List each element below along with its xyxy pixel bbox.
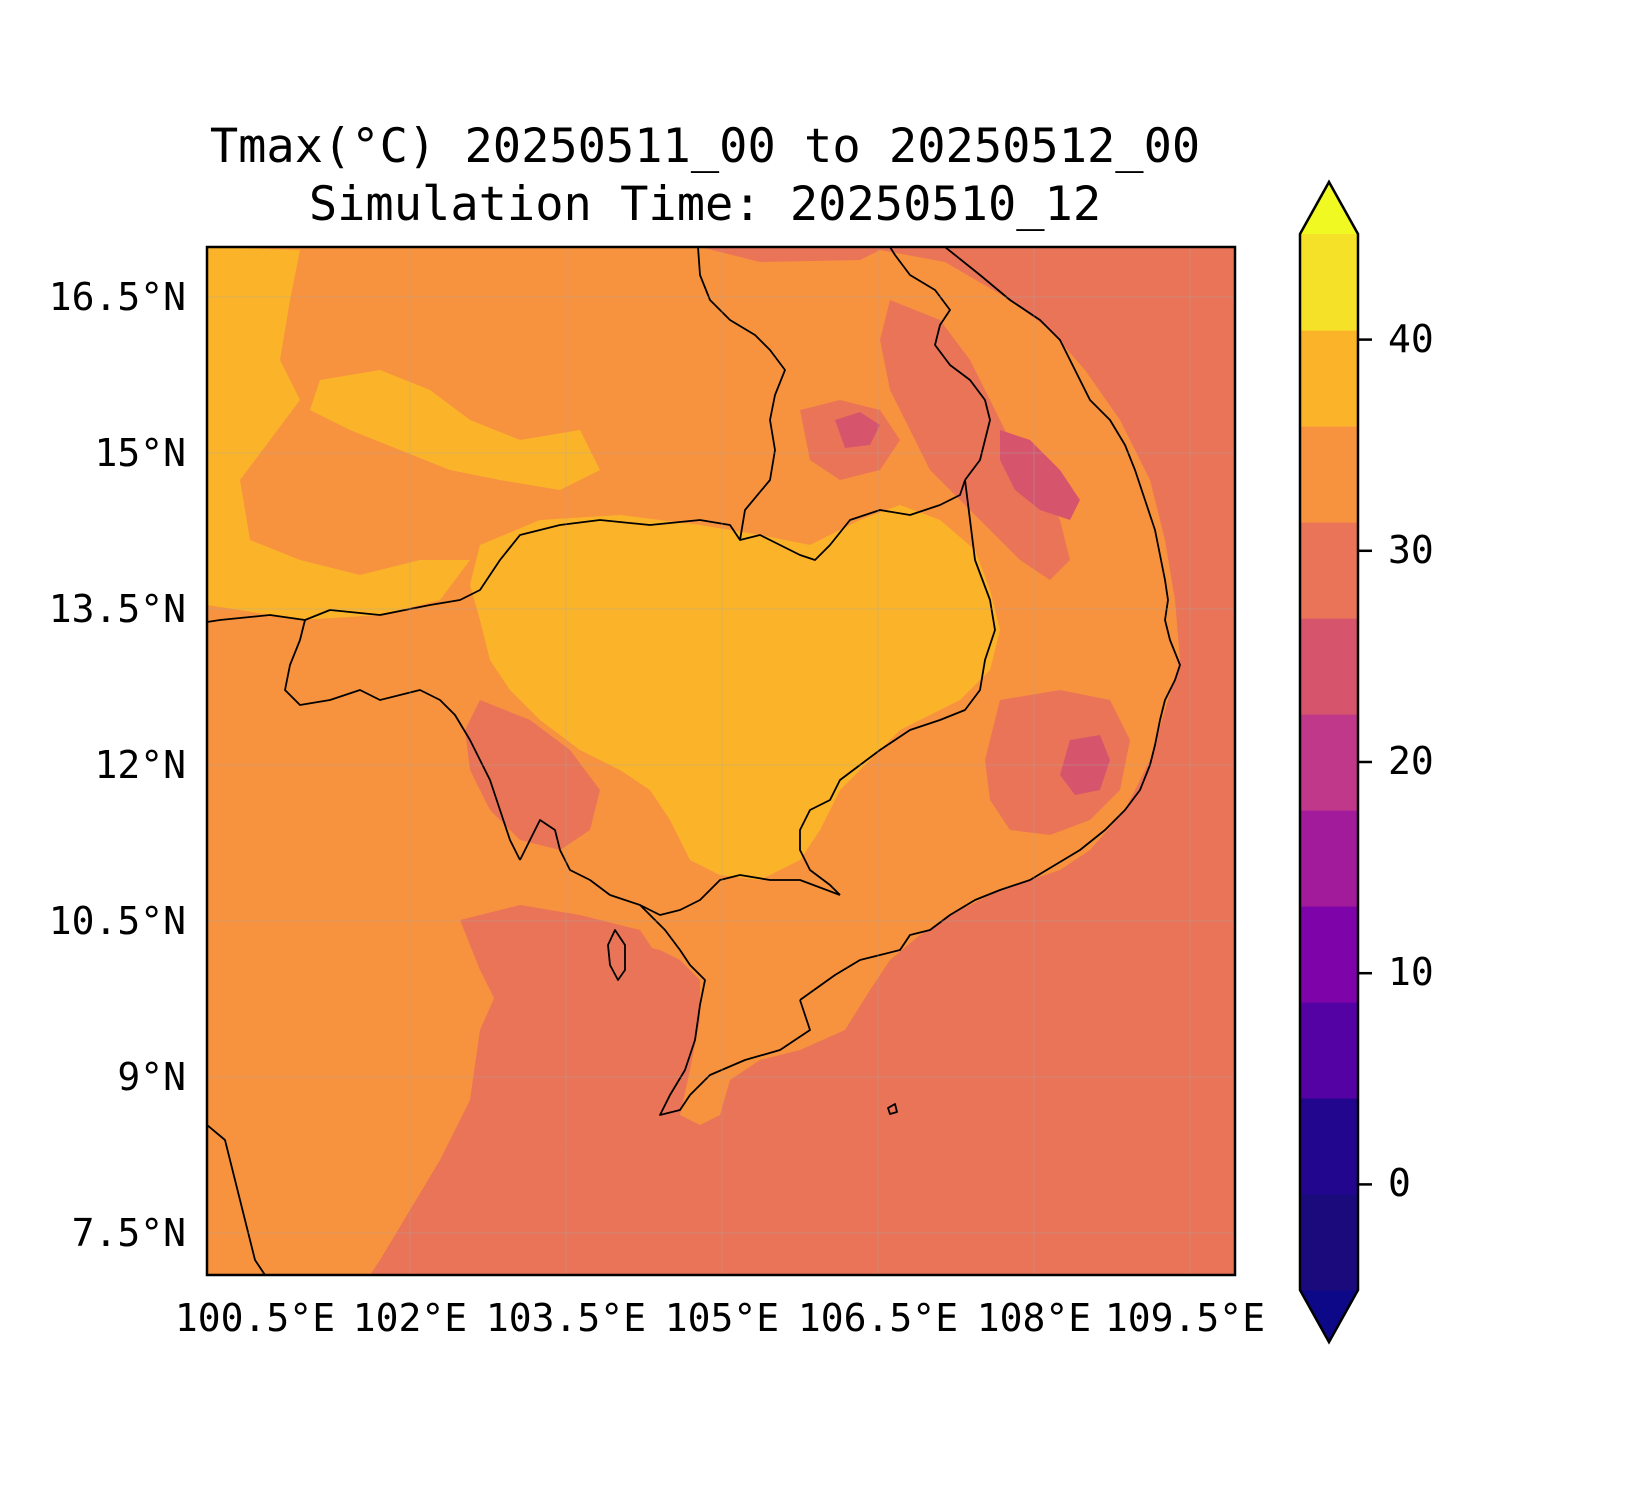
- lat-tick-label: 13.5°N: [49, 587, 186, 631]
- lat-tick-labels: 16.5°N 15°N 13.5°N 12°N 10.5°N 9°N 7.5°N: [49, 275, 186, 1255]
- cool-patch-west-range: [465, 700, 600, 850]
- lon-tick-label: 105°E: [665, 1296, 779, 1340]
- lon-tick-label: 103.5°E: [486, 1296, 646, 1340]
- map-frame: [205, 245, 1237, 1277]
- cool-patch-annamite-north: [880, 300, 1070, 580]
- colorbar-segment: [1300, 1194, 1358, 1291]
- border-cambodia-vietnam-south: [639, 874, 841, 916]
- chart-subtitle: Simulation Time: 20250510_12: [309, 177, 1101, 232]
- colorbar-outline: [1298, 179, 1360, 1345]
- chart-title: Tmax(°C) 20250511_00 to 20250512_00: [210, 119, 1200, 174]
- colorbar-segment: [1300, 618, 1358, 715]
- colorbar-segment: [1300, 522, 1358, 619]
- colorbar-segment: [1300, 810, 1358, 907]
- colorbar-segment: [1300, 1002, 1358, 1099]
- cold-patch-north: [1000, 430, 1080, 520]
- warm-field-central-plain: [470, 505, 1000, 880]
- colorbar-extend-high: [1300, 182, 1358, 234]
- colorbar: [1298, 179, 1372, 1345]
- lat-tick-label: 15°N: [94, 431, 186, 475]
- island-con-dao: [887, 1103, 898, 1115]
- colorbar-tick-labels: 0 10 20 30 40: [1388, 317, 1434, 1205]
- lat-tick-label: 16.5°N: [49, 275, 186, 319]
- island-phu-quoc: [607, 929, 626, 981]
- cool-patch-plateau-south: [985, 690, 1130, 835]
- colorbar-tick-label: 20: [1388, 739, 1434, 783]
- lat-tick-label: 12°N: [94, 743, 186, 787]
- colorbar-extend-low: [1300, 1290, 1358, 1342]
- warm-field-north-patch: [310, 370, 600, 490]
- colorbar-segment: [1300, 906, 1358, 1003]
- border-thailand-cambodia: [207, 479, 966, 623]
- lon-tick-label: 109.5°E: [1105, 1296, 1265, 1340]
- colorbar-tick-label: 10: [1388, 950, 1434, 994]
- colorbar-tick-label: 0: [1388, 1161, 1411, 1205]
- land-field-gulf-edge: [420, 905, 680, 1275]
- coastline-mekong-delta: [519, 819, 811, 1116]
- colorbar-segment: [1300, 234, 1358, 331]
- colorbar-segment: [1300, 1098, 1358, 1195]
- border-laos-vietnam: [889, 247, 991, 481]
- coastline-vietnam-east: [799, 247, 1181, 1001]
- graticule: [207, 247, 1235, 1275]
- lat-tick-label: 9°N: [117, 1055, 186, 1099]
- coastline-malay-peninsula: [207, 1124, 266, 1275]
- lat-tick-label: 10.5°N: [49, 899, 186, 943]
- map-panel: [207, 247, 1235, 1275]
- cold-patch-south: [1060, 735, 1110, 795]
- lat-tick-label: 7.5°N: [72, 1211, 186, 1255]
- lon-tick-label: 106.5°E: [798, 1296, 958, 1340]
- lon-tick-label: 102°E: [353, 1296, 467, 1340]
- colorbar-tick-label: 40: [1388, 317, 1434, 361]
- colorbar-segment: [1300, 714, 1358, 811]
- lon-tick-label: 100.5°E: [175, 1296, 335, 1340]
- cold-patch-east: [835, 412, 880, 448]
- lon-tick-labels: 100.5°E 102°E 103.5°E 105°E 106.5°E 108°…: [175, 1296, 1265, 1340]
- border-cambodia-vietnam: [799, 479, 996, 896]
- colorbar-tick-label: 30: [1388, 528, 1434, 572]
- colorbar-segment: [1300, 426, 1358, 523]
- coastlines-and-borders: [207, 247, 1181, 1275]
- lon-tick-label: 108°E: [977, 1296, 1091, 1340]
- border-laos-cambodia: [697, 247, 786, 541]
- coastline-gulf-thailand: [284, 619, 521, 861]
- warm-field-west-plateau: [207, 247, 470, 620]
- colorbar-segment: [1300, 330, 1358, 427]
